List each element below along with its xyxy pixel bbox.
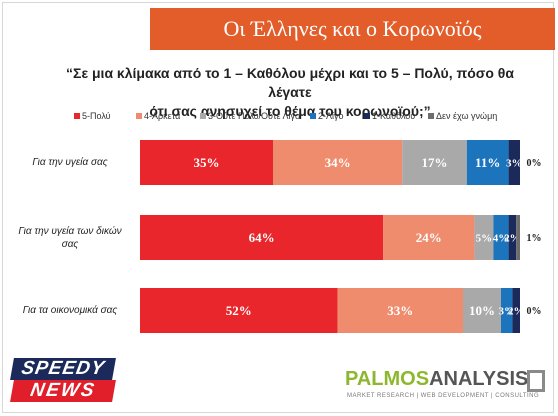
palmos-tagline: MARKET RESEARCH | WEB DEVELOPMENT | CONS…	[347, 393, 540, 399]
legend-swatch	[428, 113, 434, 119]
speedy-news-logo: SPEEDY NEWS	[10, 358, 116, 402]
legend-item: 2-Λίγο	[310, 111, 344, 121]
bar-segment	[516, 215, 520, 260]
data-label: 34%	[325, 155, 351, 170]
data-label: 33%	[387, 303, 413, 318]
data-label: 64%	[249, 230, 275, 245]
category-label: Για την υγεία σας	[4, 156, 136, 169]
data-label: 17%	[422, 155, 448, 170]
category-label: Για τα οικονομικά σας	[4, 304, 136, 317]
legend-swatch	[136, 113, 142, 119]
bar-segment	[508, 215, 517, 260]
legend-item: 1-Καθόλου	[364, 111, 415, 121]
bar-segment	[402, 140, 467, 185]
data-label: 5%	[476, 232, 493, 244]
legend-swatch	[310, 113, 316, 119]
question-line-1: “Σε μια κλίμακα από το 1 – Καθόλου μέχρι…	[66, 65, 514, 100]
data-label: 3%	[506, 157, 523, 169]
legend-swatch	[364, 113, 370, 119]
bar-segment	[512, 288, 520, 333]
palmos-logo-part-b: ANALYSIS	[429, 368, 529, 390]
palmos-mark-icon	[527, 370, 545, 392]
bar-segment	[493, 215, 509, 260]
data-label: 3%	[498, 305, 515, 317]
category-label: Για την υγεία των δικών σας	[4, 225, 136, 251]
category-label-line: σας	[61, 238, 79, 250]
data-label: 11%	[475, 155, 500, 170]
bar-segment	[466, 140, 509, 185]
chart-legend: 5-Πολύ 4-Αρκετά 3-Ούτε Πολύ/Ούτε Λίγο 2-Λίγ…	[74, 111, 534, 125]
data-label: 0%	[527, 306, 542, 317]
speedy-logo-bottom: NEWS	[10, 380, 116, 402]
palmos-logo-text: PALMOSANALYSIS	[345, 368, 528, 391]
legend-label: Δεν έχω γνώμη	[436, 111, 498, 121]
category-label-line: Για τα οικονομικά σας	[22, 305, 118, 316]
data-label: 10%	[469, 303, 495, 318]
legend-label: 1-Καθόλου	[372, 111, 416, 121]
bar-group: 52% 33% 10% 3%2% 0%	[140, 288, 542, 333]
data-label: 0%	[527, 158, 542, 169]
legend-item: Δεν έχω γνώμη	[428, 111, 497, 121]
data-label: 52%	[226, 303, 252, 318]
bar-group: 35% 34% 17% 11% 3% 0%	[140, 140, 542, 185]
legend-item: 3-Ούτε Πολύ/Ούτε Λίγο	[200, 111, 300, 121]
bar-segment	[501, 288, 513, 333]
page-title: Οι Έλληνες και ο Κορωνοϊός	[150, 8, 555, 50]
survey-question: “Σε μια κλίμακα από το 1 – Καθόλου μέχρι…	[60, 64, 520, 121]
speedy-logo-top: SPEEDY	[10, 358, 116, 380]
data-label: 24%	[416, 230, 442, 245]
bar-segment	[140, 288, 338, 333]
bar-segment	[140, 215, 384, 260]
legend-label: 5-Πολύ	[82, 111, 111, 121]
legend-item: 5-Πολύ	[74, 111, 111, 121]
legend-label: 4-Αρκετά	[144, 111, 181, 121]
bar-segment	[273, 140, 403, 185]
bar-segment	[337, 288, 463, 333]
data-label: 2%	[508, 305, 525, 317]
bar-group: 64% 24% 5% 4%2% 1%	[140, 215, 542, 260]
data-label: 1%	[527, 233, 542, 244]
bar-segment	[383, 215, 475, 260]
question-line-2: ότι σας ανησυχεί το θέμα του κορωνοϊού;”	[149, 103, 431, 119]
data-label: 4%	[493, 232, 510, 244]
category-label-line: Για την υγεία των δικών	[18, 225, 122, 237]
legend-label: 3-Ούτε Πολύ/Ούτε Λίγο	[208, 111, 301, 121]
bar-segment	[463, 288, 501, 333]
legend-label: 2-Λίγο	[318, 111, 344, 121]
legend-swatch	[200, 113, 206, 119]
bar-segment	[140, 140, 273, 185]
legend-item: 4-Αρκετά	[136, 111, 180, 121]
data-label: 35%	[194, 155, 220, 170]
legend-swatch	[74, 113, 80, 119]
chart-frame	[2, 2, 554, 413]
bar-segment	[474, 215, 494, 260]
category-label-line: Για την υγεία σας	[32, 157, 108, 168]
palmos-logo-part-a: PALMOS	[345, 368, 430, 390]
bar-segment	[508, 140, 520, 185]
palmos-analysis-logo: PALMOSANALYSIS MARKET RESEARCH | WEB DEV…	[345, 368, 550, 408]
